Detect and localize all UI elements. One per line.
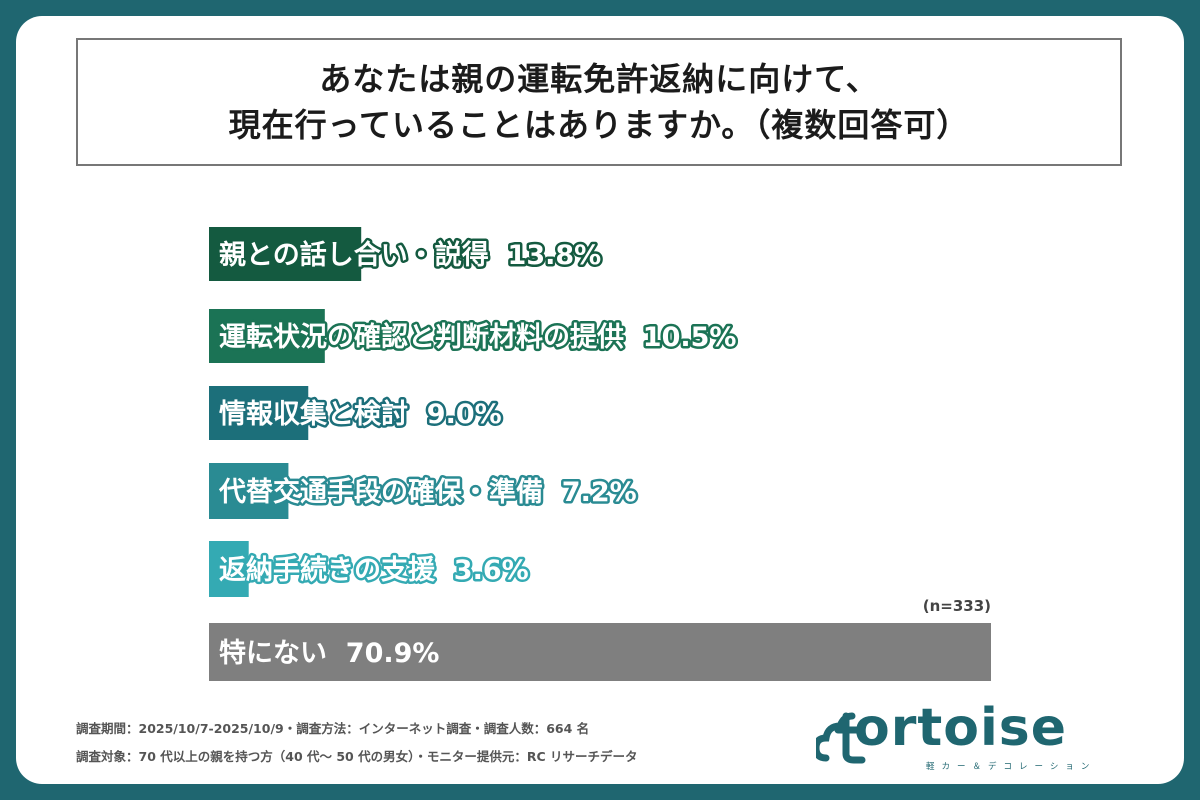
title-line-2: 現在行っていることはありますか。（複数回答可） (228, 106, 970, 144)
category-label-5: 返納手続きの支援 (219, 554, 436, 586)
bar-3 (209, 386, 309, 440)
category-label-6: 特にない (219, 638, 327, 669)
category-label-1: 親との話し合い・説得 (219, 239, 489, 271)
infographic-card: あなたは親の運転免許返納に向けて、 現在行っていることはありますか。（複数回答可… (16, 16, 1184, 784)
category-label-3: 情報収集と検討 (219, 398, 408, 430)
logo-wordmark: ortoise (854, 698, 1067, 758)
cloud-t-icon (816, 712, 866, 764)
bar-label-3: 情報収集と検討 9.0% (219, 398, 502, 430)
value-label-3: 9.0% (408, 399, 502, 430)
bar-chart: 親との話し合い・説得 13.8% 運転状況の確認と判断材料の提供 10.5% 情報収… (209, 227, 991, 681)
bar-5 (209, 541, 249, 597)
survey-target-note: 調査対象：70 代以上の親を持つ方（40 代～ 50 代の男女）・モニター提供元… (76, 749, 638, 764)
logo-tagline: 軽カー＆デコレーション (926, 762, 1097, 772)
bar-label-2: 運転状況の確認と判断材料の提供 10.5% (219, 321, 736, 353)
survey-period-note: 調査期間：2025/10/7-2025/10/9・調査方法：インターネット調査・… (76, 721, 590, 736)
category-label-2: 運転状況の確認と判断材料の提供 (219, 321, 624, 353)
value-label-5: 3.6% (435, 555, 529, 586)
title-box: あなたは親の運転免許返納に向けて、 現在行っていることはありますか。（複数回答可… (76, 38, 1122, 166)
bar-4 (209, 463, 289, 519)
value-label-2: 10.5% (624, 322, 736, 353)
tortoise-logo: ortoise 軽カー＆デコレーション (816, 698, 1136, 774)
bar-label-6: 特にない 70.9% (219, 638, 439, 669)
title-line-1: あなたは親の運転免許返納に向けて、 (319, 60, 879, 98)
bar-label-1: 親との話し合い・説得 13.8% (219, 239, 601, 271)
value-label-4: 7.2% (543, 477, 637, 508)
bar-label-4: 代替交通手段の確保・準備 7.2% (218, 476, 637, 508)
value-label-1: 13.8% (489, 240, 601, 271)
bar-6 (209, 623, 991, 681)
bar-label-5: 返納手続きの支援 3.6% (219, 554, 529, 586)
value-label-6: 70.9% (327, 638, 439, 669)
bar-1 (209, 227, 362, 281)
bar-2 (209, 309, 325, 363)
sample-size-label: (n=333) (923, 597, 991, 615)
category-label-4: 代替交通手段の確保・準備 (218, 476, 543, 508)
